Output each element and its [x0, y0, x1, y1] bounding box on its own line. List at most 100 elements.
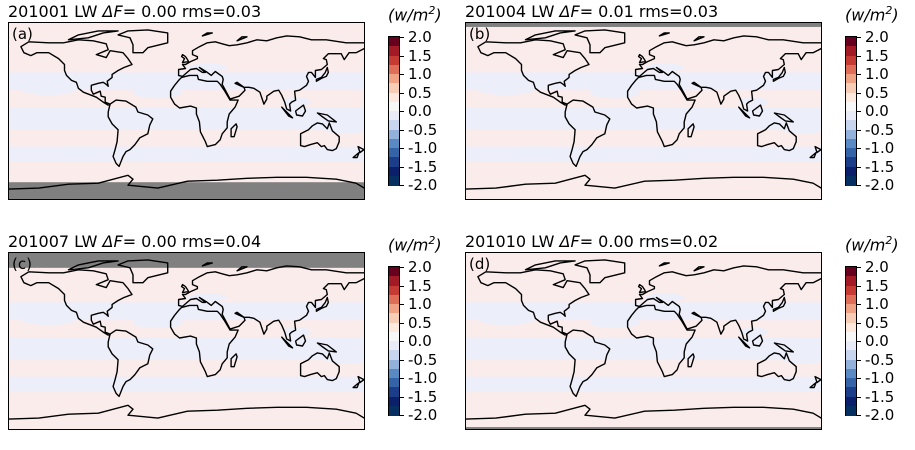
coastline — [177, 35, 364, 112]
colorbar-tick — [857, 185, 861, 186]
colorbar-tick — [857, 148, 861, 149]
anomaly-region — [187, 293, 228, 302]
colorbar-segment — [389, 129, 399, 140]
colorbar-tick — [400, 285, 404, 287]
colorbar-tick-label: 0.0 — [865, 102, 889, 120]
anomaly-region — [475, 79, 536, 96]
colorbar-segment — [389, 64, 399, 75]
colorbar-tick-label: -0.5 — [408, 350, 438, 369]
unit-suffix: ) — [435, 235, 442, 255]
colorbar-tick — [857, 129, 861, 131]
colorbar-segment — [389, 166, 399, 177]
anomaly-band — [466, 359, 821, 377]
anomaly-band — [466, 320, 821, 338]
anomaly-region — [495, 146, 576, 157]
anomaly-region — [589, 86, 640, 99]
coastline — [316, 112, 337, 123]
colorbar — [388, 266, 400, 416]
coastline — [352, 151, 360, 159]
coastline — [357, 145, 364, 154]
anomaly-band — [466, 176, 821, 199]
panel-rms: rms=0.03 — [638, 2, 719, 21]
anomaly-band — [9, 320, 364, 338]
colorbar-segment — [389, 120, 399, 130]
unit-suffix: ) — [435, 5, 442, 25]
colorbar-tick — [400, 378, 404, 379]
colorbar-tick-label: -1.0 — [408, 369, 438, 387]
missing-data-region — [9, 182, 364, 199]
colorbar-segment — [846, 378, 856, 388]
anomaly-region — [282, 327, 311, 338]
colorbar-tick-label: -2.0 — [865, 406, 895, 424]
colorbar-tick-label: -0.5 — [408, 120, 438, 139]
coastline — [751, 104, 764, 117]
missing-data-region — [9, 253, 364, 268]
coastline — [574, 259, 626, 284]
unit-suffix: ) — [892, 5, 899, 25]
unit-sup: 2 — [885, 4, 893, 17]
anomaly-region — [38, 376, 119, 387]
panel-rms: rms=0.03 — [181, 2, 262, 21]
anomaly-band — [466, 302, 821, 321]
anomaly-region — [644, 293, 685, 302]
panel-rms: rms=0.04 — [181, 232, 262, 251]
colorbar-segment — [389, 359, 399, 370]
coastline — [67, 260, 119, 271]
colorbar-segment — [846, 331, 856, 342]
unit-sup: 2 — [428, 234, 436, 247]
map-frame: (a) — [8, 22, 365, 200]
colorbar-segment — [846, 74, 856, 84]
colorbar-tick — [400, 415, 404, 416]
colorbar-segment — [389, 157, 399, 167]
world-map — [9, 23, 364, 199]
coastline — [299, 352, 340, 382]
unit-prefix: (w/m — [845, 235, 886, 255]
colorbar-tick-label: -1.0 — [408, 139, 438, 157]
colorbar-tick — [400, 37, 404, 38]
colorbar-tick — [400, 148, 404, 149]
colorbar-segment — [846, 405, 856, 416]
anomaly-band — [9, 359, 364, 377]
panel-delta-value: = 0.00 — [122, 2, 177, 21]
coastline — [564, 99, 611, 168]
coastline — [107, 329, 154, 398]
coastline — [315, 66, 329, 82]
anomaly-band — [466, 129, 821, 147]
coastline — [773, 342, 794, 353]
panel-band: LW — [531, 2, 555, 21]
colorbar-segment — [846, 175, 856, 186]
colorbar-tick-label: 0.0 — [865, 332, 889, 350]
colorbar-tick-label: -2.0 — [865, 176, 895, 194]
coastline — [316, 342, 337, 353]
colorbar-tick — [400, 185, 404, 186]
colorbar-tick — [400, 304, 404, 305]
panel-date: 201010 — [465, 232, 527, 251]
panel-delta-value: = 0.00 — [122, 232, 177, 251]
panel-title: 201004 LW ΔF= 0.01 rms=0.03 — [465, 2, 718, 22]
colorbar-tick — [857, 304, 861, 305]
map-frame: (d) — [465, 252, 822, 430]
panel-title: 201007 LW ΔF= 0.00 rms=0.04 — [8, 232, 261, 252]
colorbar-segment — [846, 166, 856, 177]
colorbar-segment — [389, 341, 399, 351]
colorbar-tick — [857, 415, 861, 416]
anomaly-band — [466, 406, 821, 429]
anomaly-region — [683, 115, 744, 128]
coastline — [177, 265, 364, 342]
colorbar-tick-label: 2.0 — [408, 28, 432, 46]
anomaly-region — [226, 115, 287, 128]
colorbar-tick-label: 2.0 — [408, 258, 432, 276]
panel-title: 201001 LW ΔF= 0.00 rms=0.03 — [8, 2, 261, 22]
anomaly-region — [226, 345, 287, 358]
colorbar-tick-label: -2.0 — [408, 406, 438, 424]
colorbar-segment — [846, 359, 856, 370]
colorbar-segment — [846, 101, 856, 112]
colorbar-tick-label: 1.0 — [865, 295, 889, 313]
coastline — [637, 53, 647, 64]
coastline — [201, 32, 214, 37]
colorbar-tick — [857, 322, 861, 324]
panel-label: (b) — [469, 25, 491, 43]
colorbar-segment — [389, 313, 399, 323]
coastline — [281, 106, 294, 119]
coastline — [687, 123, 695, 138]
